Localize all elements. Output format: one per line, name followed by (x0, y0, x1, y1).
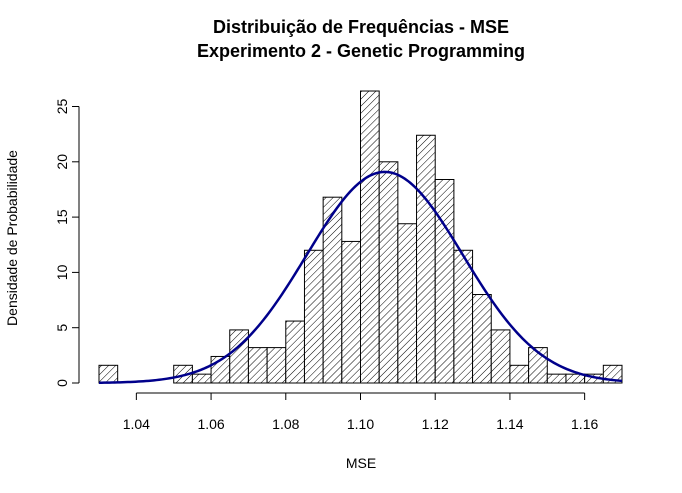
histogram-bar-20 (472, 294, 492, 384)
y-axis: 0 5 10 15 20 25 (54, 99, 80, 387)
x-axis-label: MSE (346, 455, 376, 471)
chart-subtitle: Experimento 2 - Genetic Programming (197, 41, 525, 61)
y-tick-label: 0 (54, 379, 70, 387)
x-tick-label: 1.16 (571, 416, 598, 432)
histogram-bar-13 (341, 240, 362, 384)
x-tick-label: 1.08 (272, 416, 299, 432)
histogram-bar-9 (266, 347, 287, 384)
histogram-bar-18 (434, 178, 455, 384)
histogram-bar-8 (247, 347, 268, 384)
y-tick-label: 10 (54, 264, 70, 280)
chart-title: Distribuição de Frequências - MSE (213, 17, 509, 37)
histogram-bar-5 (191, 373, 212, 384)
y-tick-label: 25 (54, 99, 70, 115)
histogram-bar-24 (546, 373, 567, 384)
x-axis: 1.04 1.06 1.08 1.10 1.12 1.14 1.16 (123, 392, 598, 432)
histogram-bar-0 (98, 364, 119, 384)
x-tick-label: 1.14 (496, 416, 523, 432)
histogram-bar-14 (360, 90, 380, 384)
y-tick-label: 20 (54, 154, 70, 170)
histogram-bar-15 (378, 161, 399, 384)
histogram-bar-16 (397, 223, 418, 384)
histogram-bar-10 (285, 320, 305, 384)
x-tick-label: 1.04 (123, 416, 150, 432)
histogram-bar-11 (303, 249, 324, 384)
x-tick-label: 1.06 (197, 416, 224, 432)
y-axis-label: Densidade de Probabilidade (4, 150, 20, 326)
histogram-bar-21 (490, 329, 511, 384)
y-tick-label: 15 (54, 209, 70, 225)
histogram-bar-22 (509, 364, 530, 384)
y-tick-label: 5 (54, 324, 70, 332)
x-tick-label: 1.12 (422, 416, 449, 432)
histogram-bar-19 (453, 249, 474, 384)
normal-density-curve (98, 170, 623, 384)
x-tick-label: 1.10 (347, 416, 374, 432)
histogram-bars (98, 90, 623, 384)
histogram-bar-17 (416, 134, 436, 384)
histogram-bar-7 (229, 329, 249, 384)
